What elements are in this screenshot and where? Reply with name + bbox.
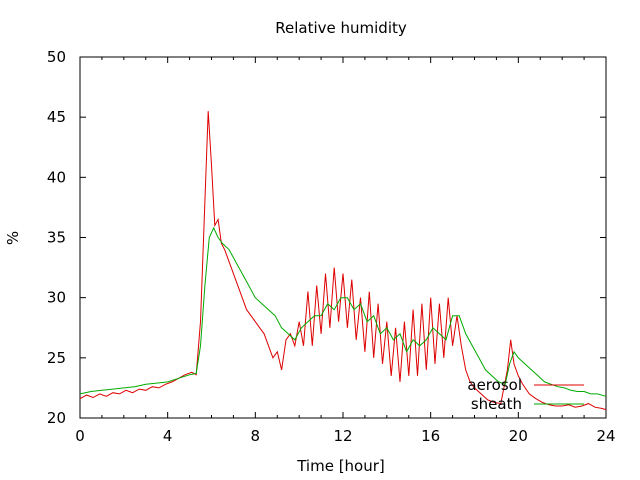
- y-tick-label: 40: [47, 168, 66, 186]
- series-line-sheath: [79, 226, 607, 397]
- x-tick-label: 12: [333, 427, 352, 445]
- x-tick-label: 16: [421, 427, 440, 445]
- series-line-aerosol: [79, 111, 607, 411]
- series-lines: [79, 111, 607, 411]
- x-tick-label: 24: [596, 427, 615, 445]
- chart-title: Relative humidity: [275, 19, 407, 37]
- y-tick-label: 20: [47, 409, 66, 427]
- legend-label-aerosol: aerosol: [467, 376, 522, 394]
- y-ticks: 20 25 30 35 40 45 50: [47, 48, 606, 427]
- y-tick-label: 45: [47, 108, 66, 126]
- x-tick-label: 4: [163, 427, 173, 445]
- legend-label-sheath: sheath: [471, 395, 522, 413]
- x-ticks: 0 4 8 12 16 20 24: [75, 57, 616, 445]
- x-tick-label: 20: [509, 427, 528, 445]
- y-tick-label: 50: [47, 48, 66, 66]
- y-tick-label: 35: [47, 229, 66, 247]
- plot-frame: [79, 56, 607, 419]
- x-tick-label: 0: [75, 427, 85, 445]
- y-tick-label: 30: [47, 289, 66, 307]
- y-tick-label: 25: [47, 349, 66, 367]
- y-axis-label: %: [4, 231, 22, 245]
- x-axis-label: Time [hour]: [296, 457, 385, 475]
- x-tick-label: 8: [251, 427, 261, 445]
